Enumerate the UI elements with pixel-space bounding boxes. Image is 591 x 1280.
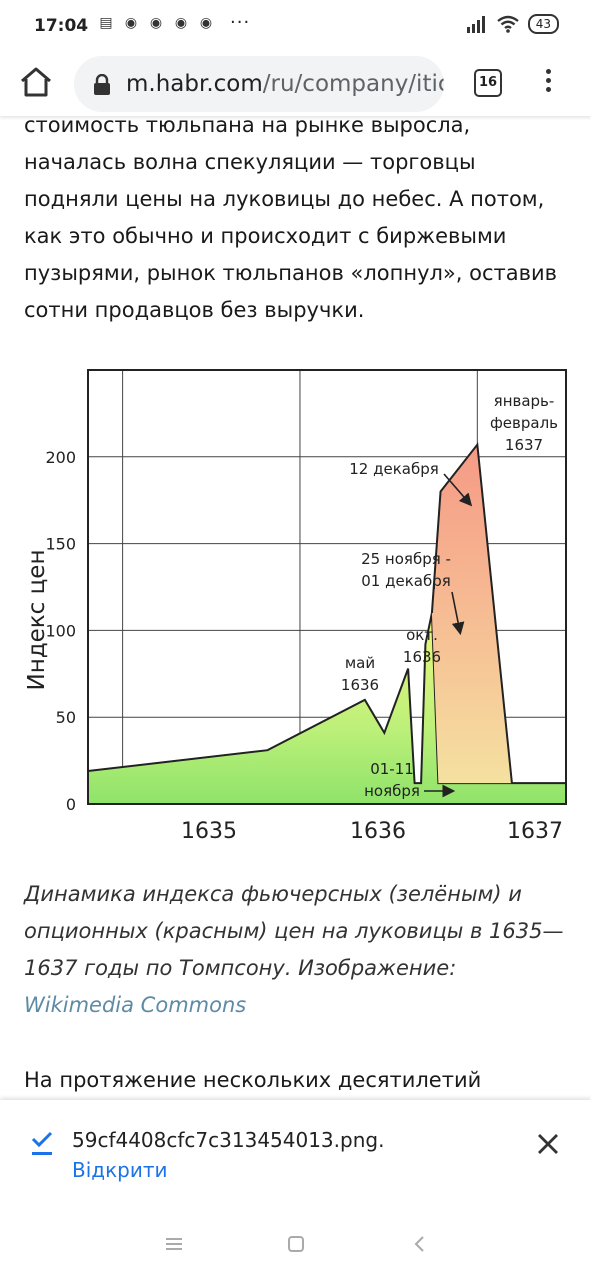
discord-icon: ◉ — [174, 15, 188, 31]
annotation-label: январь-февраль 1637 — [490, 392, 558, 454]
discord-icon: ◉ — [124, 15, 138, 31]
tab-switcher-button[interactable]: 16 — [474, 69, 502, 97]
close-icon[interactable] — [534, 1130, 562, 1158]
status-right: 43 — [466, 14, 559, 34]
signal-icon — [466, 16, 485, 33]
plot-frame — [87, 369, 567, 805]
x-tick-label: 1637 — [507, 819, 563, 844]
status-bar: 17:04 ▤ ◉ ◉ ◉ ◉ ··· 43 — [0, 0, 591, 50]
recents-icon[interactable] — [164, 1234, 184, 1254]
system-navigation-bar — [0, 1210, 591, 1280]
battery-indicator: 43 — [527, 14, 559, 34]
download-complete-icon — [31, 1131, 53, 1155]
tulip-price-chart: 0 50 100 150 200 1635 1636 1637 Индекс цен январь… — [24, 369, 567, 844]
discord-icon: ◉ — [149, 15, 163, 31]
article-content: стоимость тюльпана на рынке выросла, нач… — [0, 116, 591, 1100]
series-line-options — [430, 442, 513, 784]
annotation-arrow — [443, 473, 473, 507]
series-area-options — [431, 444, 512, 784]
discord-icon: ◉ — [199, 15, 213, 31]
caption-text: Динамика индекса фьючерсных (зелёным) и … — [24, 882, 564, 980]
y-tick-label: 100 — [45, 621, 76, 640]
y-tick-label: 200 — [45, 448, 76, 467]
y-tick-label: 0 — [66, 795, 76, 814]
article-paragraph: стоимость тюльпана на рынке выросла, нач… — [24, 116, 558, 322]
wifi-icon — [496, 15, 519, 33]
annotation-label: окт. 1636 — [403, 626, 441, 666]
series-area-futures — [88, 613, 566, 804]
y-tick-label: 150 — [45, 535, 76, 554]
annotation-label: 25 ноября -01 декабря — [361, 550, 451, 590]
news-icon: ▤ — [99, 15, 113, 31]
x-tick-label: 1635 — [181, 819, 237, 844]
status-time: 17:04 — [34, 16, 89, 36]
annotation-arrow — [451, 591, 465, 636]
x-tick-label: 1636 — [350, 819, 406, 844]
annotation-label: 01-11 ноября — [364, 760, 420, 800]
browser-toolbar: m.habr.com/ru/company/itic 16 — [0, 50, 591, 116]
home-nav-icon[interactable] — [286, 1234, 306, 1254]
figure-caption: Динамика индекса фьючерсных (зелёным) и … — [24, 876, 569, 1024]
url-path: /ru/company/itic — [262, 71, 444, 97]
lock-icon — [94, 74, 110, 95]
downloaded-file-name: 59cf4408cfc7c313454013.png. — [72, 1128, 385, 1152]
y-axis-label: Индекс цен — [24, 550, 50, 691]
open-download-button[interactable]: Відкрити — [72, 1158, 168, 1182]
annotation-label: 12 декабря — [349, 460, 439, 478]
notification-icons: ▤ ◉ ◉ ◉ ◉ — [96, 13, 216, 33]
url-host: m.habr.com — [126, 71, 263, 97]
more-notifications-icon: ··· — [230, 12, 251, 33]
home-icon[interactable] — [18, 64, 54, 100]
wikimedia-link[interactable]: Wikimedia Commons — [24, 993, 247, 1017]
article-paragraph: На протяжение нескольких десятилетий — [24, 1068, 482, 1092]
address-bar[interactable]: m.habr.com/ru/company/itic — [74, 56, 444, 112]
overflow-menu-icon[interactable] — [536, 65, 560, 101]
back-icon[interactable] — [410, 1234, 430, 1254]
url-text: m.habr.com/ru/company/itic — [126, 71, 444, 97]
download-bar: 59cf4408cfc7c313454013.png. Відкрити — [0, 1100, 591, 1210]
annotation-label: май 1636 — [341, 654, 379, 694]
y-tick-label: 50 — [56, 708, 76, 727]
